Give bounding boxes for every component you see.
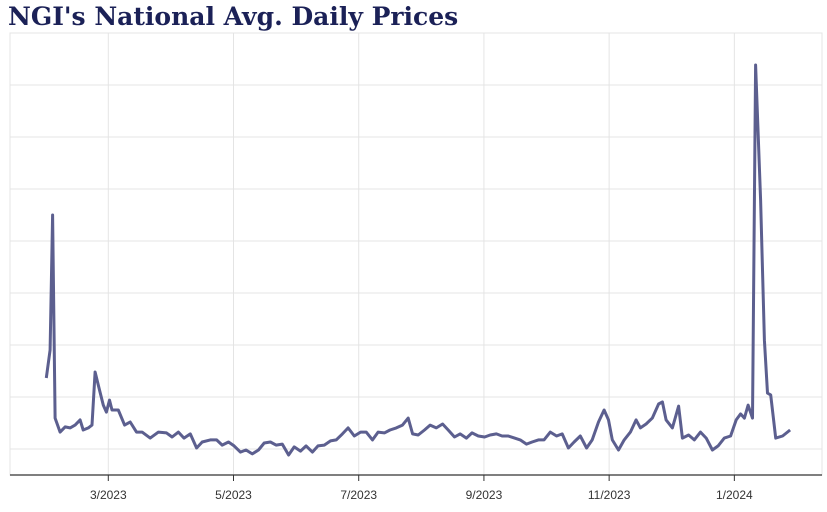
- x-tick-label: 1/2024: [716, 488, 753, 502]
- x-tick-label: 7/2023: [340, 488, 377, 502]
- x-tick-label: 9/2023: [466, 488, 503, 502]
- x-tick-label: 11/2023: [588, 488, 631, 502]
- plot-frame: [9, 32, 823, 476]
- price-line: [44, 63, 792, 457]
- x-tick-label: 5/2023: [215, 488, 252, 502]
- chart-title: NGI's National Avg. Daily Prices: [8, 2, 458, 31]
- x-tick-label: 3/2023: [90, 488, 127, 502]
